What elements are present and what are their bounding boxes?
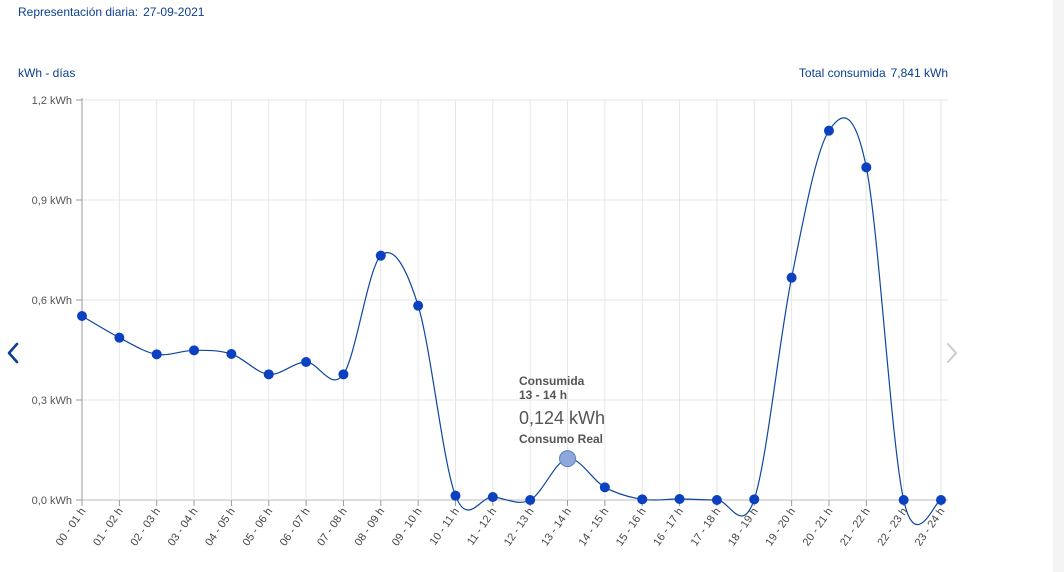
x-tick-label: 10 - 11 h	[428, 506, 462, 548]
chart-title: Representación diaria: 27-09-2021	[18, 5, 204, 19]
series-line-consumo-real	[81, 117, 942, 526]
data-point	[413, 300, 424, 311]
data-point	[375, 250, 386, 261]
x-tick-label: 19 - 20 h	[763, 506, 798, 548]
x-tick-label: 15 - 16 h	[614, 506, 649, 548]
data-point	[301, 357, 312, 367]
x-tick-label: 14 - 15 h	[577, 506, 612, 548]
data-point	[861, 162, 872, 173]
data-point	[936, 495, 946, 505]
data-point	[525, 495, 536, 505]
data-point	[263, 369, 274, 380]
x-tick-label: 21 - 22 h	[838, 506, 873, 548]
x-tick-label: 03 - 04 h	[166, 506, 201, 548]
data-point	[637, 494, 648, 505]
x-tick-label: 09 - 10 h	[390, 506, 425, 548]
unit-label: kWh - días	[18, 66, 76, 80]
next-day-button[interactable]	[940, 338, 962, 368]
data-point-highlighted	[559, 450, 577, 468]
x-tick-label: 11 - 12 h	[465, 506, 499, 548]
x-tick-label: 06 - 07 h	[278, 506, 313, 548]
y-tick-label: 0,6 kWh	[32, 295, 72, 307]
y-tick-label: 0,9 kWh	[32, 195, 72, 207]
title-label: Representación diaria:	[18, 5, 139, 19]
chart-grid	[81, 99, 948, 501]
data-point	[114, 332, 125, 343]
data-point	[151, 349, 162, 360]
data-point	[77, 311, 87, 321]
data-point	[450, 490, 461, 501]
tooltip-value: 0,124 kWh	[519, 408, 605, 428]
y-tick-label: 0,3 kWh	[32, 395, 72, 407]
chevron-left-icon	[7, 342, 19, 364]
y-tick-label: 0,0 kWh	[32, 495, 72, 507]
total-value: 7,841 kWh	[890, 66, 948, 80]
x-tick-label: 16 - 17 h	[651, 506, 686, 548]
x-tick-label: 07 - 08 h	[315, 506, 350, 548]
data-point	[823, 125, 834, 136]
data-point	[487, 492, 498, 502]
tooltip-category: 13 - 14 h	[519, 388, 567, 402]
data-point	[711, 495, 722, 505]
total-label: Total consumida	[798, 66, 886, 80]
data-point	[786, 272, 797, 283]
chevron-right-icon	[947, 343, 957, 363]
x-tick-label: 18 - 19 h	[726, 506, 761, 548]
data-point	[189, 345, 200, 356]
y-tick-label: 1,2 kWh	[32, 95, 72, 107]
x-tick-label: 13 - 14 h	[539, 506, 574, 548]
x-tick-label: 04 - 05 h	[203, 506, 238, 548]
x-tick-label: 17 - 18 h	[689, 506, 724, 548]
x-tick-label: 12 - 13 h	[502, 506, 537, 548]
data-point	[674, 494, 685, 504]
y-axis-labels: 0,0 kWh 0,3 kWh 0,6 kWh 0,9 kWh 1,2 kWh	[32, 95, 72, 507]
x-tick-label: 23 - 24 h	[913, 506, 948, 548]
x-axis-labels: 00 - 01 h 01 - 02 h 02 - 03 h 03 - 04 h 04 -…	[54, 506, 948, 548]
data-point	[226, 349, 237, 359]
data-point	[599, 482, 610, 493]
chart-tooltip: Consumida 13 - 14 h 0,124 kWh Consumo Re…	[519, 374, 605, 446]
data-point	[749, 494, 760, 505]
x-tick-label: 05 - 06 h	[240, 506, 275, 548]
total-consumption: Total consumida 7,841 kWh	[799, 66, 948, 80]
series-markers	[77, 125, 946, 505]
x-tick-label: 01 - 02 h	[91, 506, 126, 548]
title-date: 27-09-2021	[143, 5, 205, 19]
tooltip-series-name: Consumo Real	[519, 432, 603, 446]
chart-axes	[76, 98, 942, 506]
data-point	[338, 369, 349, 380]
x-tick-label: 20 - 21 h	[801, 506, 836, 548]
tooltip-series-label: Consumida	[519, 374, 585, 388]
x-tick-label: 08 - 09 h	[353, 506, 388, 548]
x-tick-label: 00 - 01 h	[54, 506, 89, 548]
page-scrollbar[interactable]	[1053, 0, 1064, 572]
data-point	[898, 495, 909, 505]
x-tick-label: 02 - 03 h	[128, 506, 163, 548]
previous-day-button[interactable]	[3, 338, 25, 368]
x-tick-label: 22 - 23 h	[875, 506, 910, 548]
